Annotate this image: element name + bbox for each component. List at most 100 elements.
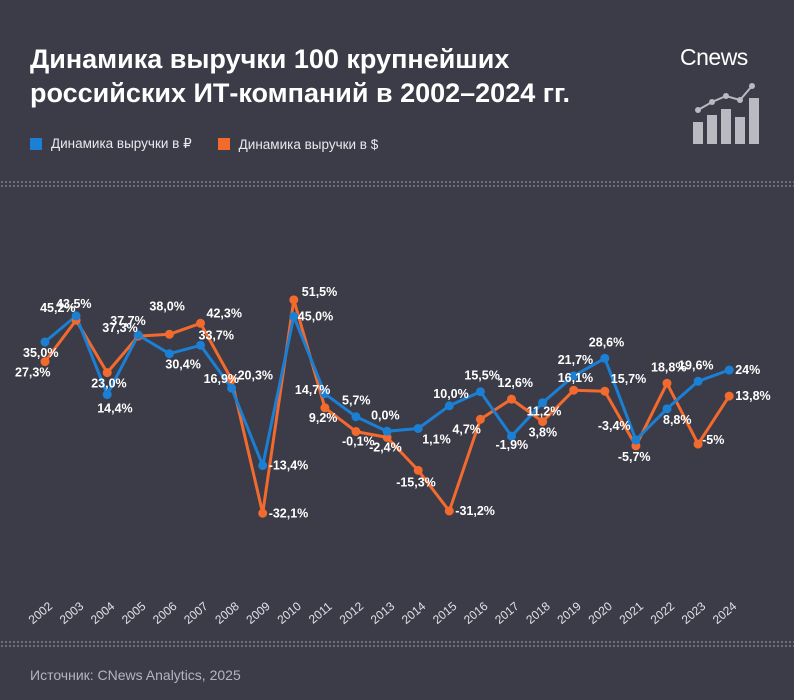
x-tick-label-2021: 2021 — [617, 599, 647, 627]
series-line-usd — [43, 298, 731, 515]
data-point-usd-2007 — [196, 318, 205, 328]
data-point-rub-2012 — [351, 412, 361, 422]
x-tick-label-2004: 2004 — [88, 599, 118, 627]
data-point-rub-2017 — [507, 431, 516, 441]
x-tick-label-2003: 2003 — [57, 599, 87, 627]
x-tick-label-2024: 2024 — [710, 599, 740, 627]
x-tick-label-2002: 2002 — [26, 599, 56, 627]
data-label-rub-2020: 28,6% — [589, 335, 624, 349]
data-point-rub-2003 — [71, 311, 81, 321]
legend-item-usd: Динамика выручки в $ — [217, 136, 379, 152]
data-point-rub-2004 — [102, 390, 112, 400]
data-point-rub-2008 — [227, 383, 237, 393]
data-label-rub-2007: 33,7% — [199, 328, 234, 342]
data-label-usd-2013: -2,4% — [369, 440, 402, 454]
brand-name: Cnews — [680, 44, 748, 70]
data-label-rub-2023: 19,6% — [678, 358, 713, 372]
data-point-rub-2002 — [40, 337, 50, 347]
data-point-usd-2002 — [40, 357, 50, 367]
divider-bottom — [0, 640, 794, 648]
data-point-rub-2023 — [693, 376, 703, 386]
data-point-usd-2016 — [475, 414, 485, 424]
data-point-rub-2015 — [444, 401, 454, 411]
data-label-usd-2020: 15,7% — [611, 372, 646, 386]
data-point-usd-2019 — [569, 385, 579, 395]
data-label-rub-2002: 35,0% — [23, 346, 58, 360]
data-label-rub-2012: 5,7% — [342, 394, 371, 408]
data-point-usd-2008 — [227, 374, 237, 384]
data-point-usd-2022 — [662, 378, 672, 388]
data-point-rub-2011 — [320, 389, 330, 399]
legend-label-usd: Динамика выручки в $ — [238, 136, 379, 152]
data-label-rub-2019: 21,7% — [558, 353, 593, 367]
x-tick-label-2010: 2010 — [275, 599, 305, 627]
data-point-rub-2007 — [196, 340, 205, 350]
x-tick-label-2005: 2005 — [119, 599, 149, 627]
data-label-usd-2006: 38,0% — [149, 299, 184, 313]
data-point-rub-2010 — [289, 311, 299, 321]
data-label-usd-2003: 43,5% — [56, 297, 91, 311]
data-label-usd-2009: -32,1% — [269, 506, 309, 520]
data-label-usd-2007: 42,3% — [207, 306, 242, 320]
data-point-usd-2015 — [444, 506, 454, 516]
data-label-rub-2004: 14,4% — [97, 402, 132, 416]
data-point-rub-2013 — [382, 426, 392, 436]
data-label-usd-2002: 27,3% — [15, 366, 50, 380]
x-tick-label-2023: 2023 — [679, 599, 709, 627]
x-tick-label-2009: 2009 — [243, 599, 273, 627]
data-point-usd-2020 — [600, 386, 610, 396]
data-point-usd-2023 — [693, 439, 703, 449]
legend-item-rub: Динамика выручки в ₽ — [30, 136, 192, 152]
source-note: Источник: CNews Analytics, 2025 — [30, 667, 241, 683]
data-point-rub-2005 — [133, 330, 143, 340]
data-label-rub-2015: 10,0% — [433, 387, 468, 401]
x-tick-label-2012: 2012 — [337, 599, 367, 627]
data-point-usd-2014 — [413, 465, 423, 475]
x-tick-label-2007: 2007 — [181, 599, 211, 627]
x-tick-label-2022: 2022 — [648, 599, 678, 627]
data-point-rub-2022 — [662, 404, 672, 414]
legend-swatch-rub — [30, 138, 42, 150]
data-label-rub-2008: 16,9% — [204, 372, 239, 386]
x-tick-label-2014: 2014 — [399, 599, 429, 627]
data-label-rub-2014: 1,1% — [422, 432, 451, 446]
data-label-rub-2003: 45,2% — [40, 301, 75, 315]
data-point-rub-2018 — [538, 398, 548, 408]
data-point-rub-2009 — [258, 461, 268, 471]
data-point-rub-2021 — [631, 435, 641, 445]
data-label-usd-2014: -15,3% — [396, 475, 436, 489]
x-tick-label-2018: 2018 — [523, 599, 553, 627]
x-tick-label-2015: 2015 — [430, 599, 460, 627]
x-tick-label-2008: 2008 — [212, 599, 242, 627]
data-point-usd-2004 — [102, 368, 112, 378]
data-point-usd-2006 — [164, 329, 174, 339]
data-label-rub-2016: 15,5% — [464, 369, 499, 383]
data-label-rub-2017: -1,9% — [496, 438, 529, 452]
data-label-rub-2011: 14,7% — [295, 383, 330, 397]
data-label-rub-2006: 30,4% — [165, 358, 200, 372]
data-point-rub-2024 — [724, 365, 734, 375]
data-point-usd-2017 — [507, 394, 516, 404]
x-tick-label-2006: 2006 — [150, 599, 180, 627]
data-label-usd-2015: -31,2% — [455, 504, 495, 518]
legend-label-rub: Динамика выручки в ₽ — [51, 136, 192, 151]
data-point-rub-2019 — [569, 371, 579, 381]
data-point-usd-2024 — [724, 391, 734, 401]
data-label-usd-2004: 23,0% — [91, 377, 126, 391]
data-label-usd-2017: 12,6% — [498, 376, 533, 390]
data-label-rub-2009: -13,4% — [269, 459, 309, 473]
data-label-usd-2008: 20,3% — [238, 368, 273, 382]
data-point-usd-2010 — [289, 295, 299, 305]
data-point-usd-2011 — [320, 403, 330, 413]
x-tick-label-2019: 2019 — [554, 599, 584, 627]
x-tick-label-2013: 2013 — [368, 599, 398, 627]
data-label-usd-2012: -0,1% — [342, 435, 375, 449]
data-label-rub-2018: 11,2% — [527, 405, 562, 419]
data-point-usd-2009 — [258, 508, 268, 518]
data-label-rub-2005: 37,7% — [110, 314, 145, 328]
data-label-usd-2011: 9,2% — [309, 411, 338, 425]
data-label-rub-2021: -3,4% — [598, 419, 631, 433]
x-tick-label-2017: 2017 — [492, 599, 522, 627]
data-label-usd-2005: 37,3% — [102, 321, 137, 335]
data-label-rub-2022: 8,8% — [663, 413, 692, 427]
